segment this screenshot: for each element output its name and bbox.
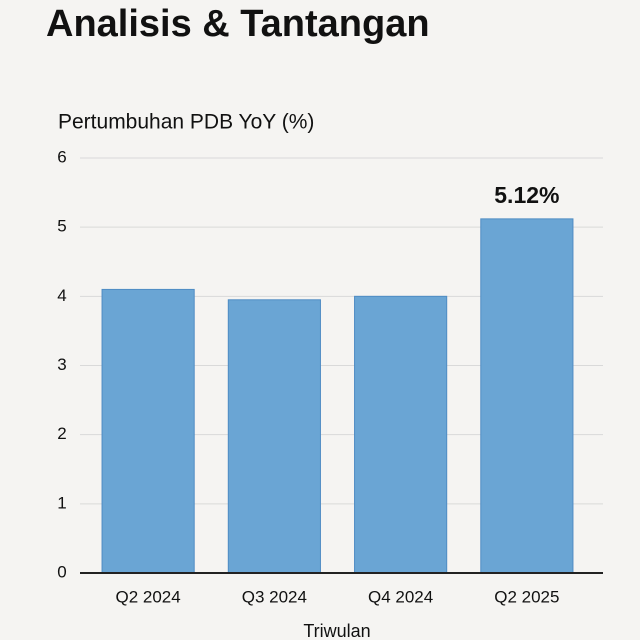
chart-title: Analisis & Tantangan — [46, 3, 430, 45]
x-tick-label: Q2 2025 — [494, 587, 559, 606]
y-axis-label: Pertumbuhan PDB YoY (%) — [58, 111, 314, 134]
value-label: 5.12% — [494, 182, 559, 208]
y-tick-label: 5 — [57, 217, 66, 236]
y-tick-label: 1 — [57, 493, 66, 512]
x-tick-label: Q2 2024 — [116, 587, 181, 606]
bar — [227, 299, 321, 574]
y-tick-label: 6 — [57, 147, 66, 166]
y-tick-label: 4 — [57, 286, 66, 305]
x-tick-label: Q4 2024 — [368, 587, 433, 606]
y-tick-label: 2 — [57, 424, 66, 443]
y-tick-label: 0 — [57, 562, 66, 581]
bar — [354, 295, 448, 574]
bar — [480, 218, 574, 574]
bar — [101, 288, 195, 574]
x-axis-label: Triwulan — [303, 621, 370, 640]
y-tick-label: 3 — [57, 355, 66, 374]
x-tick-label: Q3 2024 — [242, 587, 307, 606]
